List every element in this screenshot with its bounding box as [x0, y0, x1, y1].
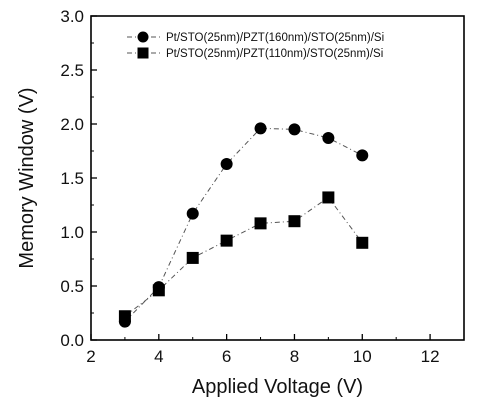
series-1-point: [254, 122, 267, 135]
series-layer: [118, 122, 369, 328]
series-2-point: [288, 215, 301, 228]
x-axis: 2 4 6 8 10 12: [86, 334, 440, 366]
x-tick-label: 10: [353, 347, 372, 366]
series-1-point: [186, 207, 199, 220]
series-2-point: [118, 310, 131, 323]
x-tick-label: 8: [290, 347, 299, 366]
legend: Pt/STO(25nm)/PZT(160nm)/STO(25nm)/Si Pt/S…: [127, 31, 384, 60]
y-tick-label: 2.5: [60, 61, 84, 80]
x-tick-label: 6: [222, 347, 231, 366]
y-tick-label: 3.0: [60, 7, 84, 26]
y-tick-label: 0.0: [60, 331, 84, 350]
series-2-point: [220, 234, 233, 247]
legend-marker: [137, 31, 149, 43]
series-2-point: [186, 251, 199, 264]
plot-border: [90, 15, 465, 341]
series-2-point: [152, 284, 165, 297]
y-tick-label: 1.5: [60, 169, 84, 188]
legend-label: Pt/STO(25nm)/PZT(110nm)/STO(25nm)/Si: [166, 48, 383, 60]
x-tick-label: 4: [154, 347, 163, 366]
x-tick-label: 2: [86, 347, 95, 366]
series-2-line: [124, 196, 363, 317]
legend-marker: [137, 47, 149, 59]
series-2-point: [254, 217, 267, 230]
y-axis-title: Memory Window (V): [16, 87, 38, 268]
y-tick-label: 2.0: [60, 115, 84, 134]
plot-frame: [90, 15, 465, 341]
y-tick-label: 0.5: [60, 277, 84, 296]
x-axis-title: Applied Voltage (V): [192, 376, 363, 398]
legend-label: Pt/STO(25nm)/PZT(160nm)/STO(25nm)/Si: [166, 32, 384, 44]
series-2-point: [356, 236, 369, 249]
series-1-point: [322, 132, 335, 145]
series-1-point: [356, 149, 369, 162]
series-1-point: [288, 123, 301, 136]
series-2-point: [322, 191, 335, 204]
series-1-point: [220, 157, 233, 170]
x-tick-label: 12: [421, 347, 440, 366]
y-tick-label: 1.0: [60, 223, 84, 242]
y-axis: 0.0 0.5 1.0 1.5 2.0 2.5 3.0: [60, 7, 97, 350]
